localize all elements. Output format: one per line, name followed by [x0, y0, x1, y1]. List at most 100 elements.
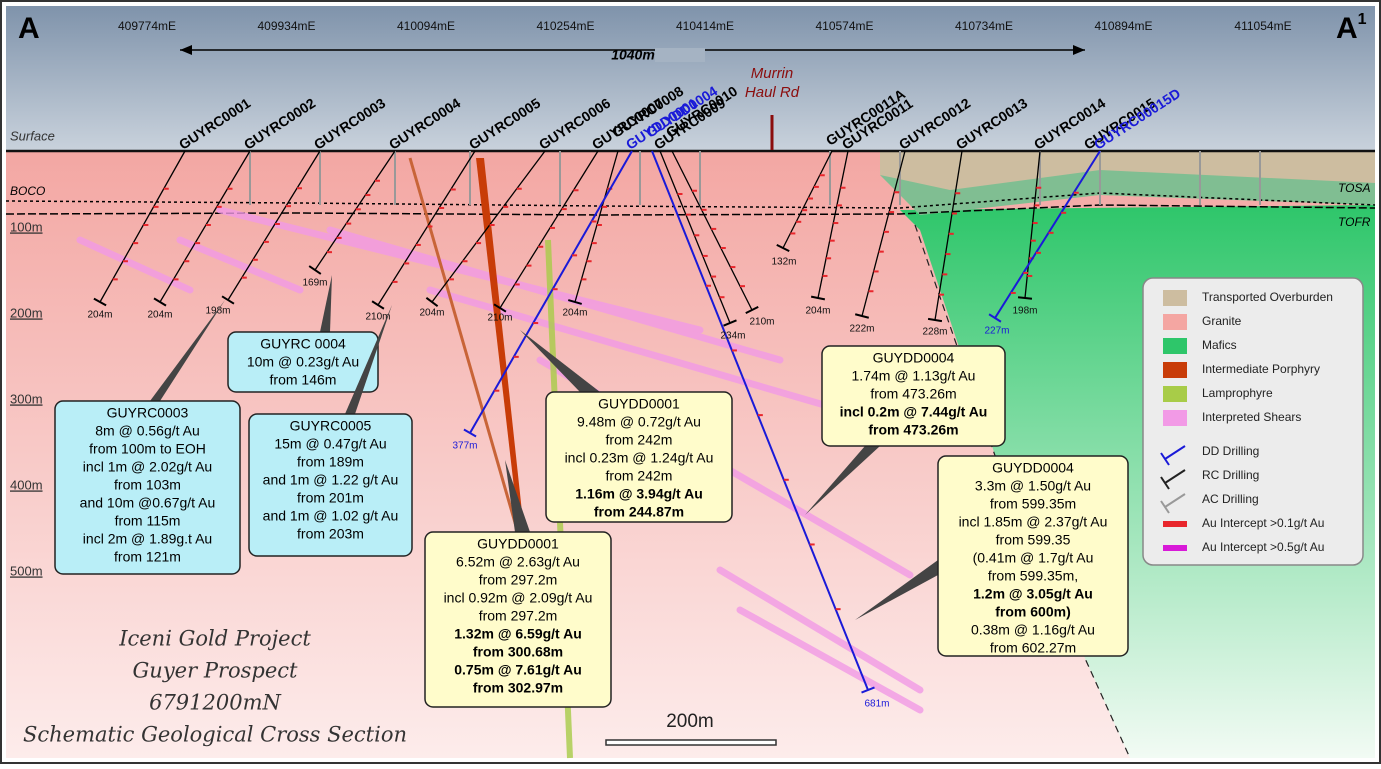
sky [6, 6, 1375, 151]
callout-box [937, 455, 1129, 657]
callout-pointer [345, 305, 392, 414]
callout-pointer [320, 275, 332, 332]
drill-hole [934, 150, 963, 321]
callout-line: 10m @ 0.23g/t Au [247, 354, 359, 370]
title-line: 6791200mN [149, 691, 281, 715]
hole-depth: 377m [452, 441, 477, 452]
hole-end [567, 299, 583, 305]
depth-label: 300m [10, 391, 43, 406]
hole-end [854, 313, 870, 319]
drill-hole [469, 150, 633, 434]
hole-depth: 210m [365, 312, 390, 323]
porphyry [408, 157, 522, 541]
callout-line: 0.75m @ 7.61g/t Au [454, 662, 582, 678]
easting-label: 410574mE [815, 19, 873, 33]
callout-line: from 473.26m [870, 386, 956, 402]
legend-label: Mafics [1202, 338, 1237, 352]
legend-line [1160, 452, 1170, 466]
callout-line: from 600m) [995, 604, 1070, 620]
hole-depth: 204m [805, 306, 830, 317]
legend-label: Au Intercept >0.1g/t Au [1202, 516, 1324, 530]
easting-label: 410734mE [955, 19, 1013, 33]
callout-line: from 146m [270, 372, 337, 388]
arrow-head [180, 45, 192, 55]
legend-label: Interpreted Shears [1202, 410, 1301, 424]
callout-line: incl 0.2m @ 7.44g/t Au [840, 404, 988, 420]
callout-line: from 244.87m [594, 504, 684, 520]
hole-end [861, 686, 875, 694]
hole-end [810, 295, 826, 301]
hole-end [1017, 296, 1033, 300]
hole-depth: 228m [922, 327, 947, 338]
drill-hole [659, 150, 731, 324]
title-line: Iceni Gold Project [118, 627, 311, 651]
tofr-line [5, 204, 1376, 216]
hole-end [493, 303, 507, 313]
callout-line: from 302.97m [473, 680, 563, 696]
legend-swatch [1163, 314, 1187, 330]
legend-line [1164, 493, 1186, 508]
hole-end [723, 319, 737, 327]
hole-end [308, 265, 322, 275]
callout-line: from 242m [606, 432, 673, 448]
easting-label: 410894mE [1094, 19, 1152, 33]
callout-line: from 297.2m [479, 572, 558, 588]
callout-line: 0.38m @ 1.16g/t Au [971, 622, 1095, 638]
callout-line: and 1m @ 1.22 g/t Au [263, 472, 399, 488]
legend-swatch [1163, 290, 1187, 306]
tosa-label: TOSA [1338, 181, 1370, 195]
callout-line: from 297.2m [479, 608, 558, 624]
legend-label: Lamprophyre [1202, 386, 1273, 400]
tofr-label: TOFR [1338, 215, 1371, 229]
drill-hole [99, 150, 186, 303]
porphyry [476, 158, 525, 540]
hole-end [153, 297, 167, 307]
drill-hole [499, 150, 599, 309]
callout-line: from 599.35m [990, 496, 1076, 512]
callout-line: 1.2m @ 3.05g/t Au [973, 586, 1093, 602]
hole-depth: 204m [419, 308, 444, 319]
depth-label: 500m [10, 563, 43, 578]
callout-box [54, 400, 241, 575]
dynamic-layer: 409774mE 409934mE 410094mE 410254mE 410414mE… [10, 19, 1364, 747]
surface-label: Surface [10, 128, 55, 143]
hole-depth: 132m [771, 257, 796, 268]
easting-label: 409934mE [257, 19, 315, 33]
callout-box [424, 531, 612, 708]
title-line: Guyer Prospect [133, 659, 299, 683]
drill-hole [994, 150, 1101, 319]
shear [176, 236, 304, 294]
callout-line: 1.16m @ 3.94g/t Au [575, 486, 703, 502]
drill-hole [159, 150, 251, 303]
drill-hole [817, 150, 849, 299]
boco-line [5, 192, 1376, 209]
callout-box [545, 391, 733, 523]
easting-label: 410254mE [536, 19, 594, 33]
road-label: Haul Rd [745, 84, 800, 101]
callout-box [227, 331, 379, 393]
callout-line: incl 0.23m @ 1.24g/t Au [565, 450, 714, 466]
hole-depth: 204m [147, 310, 172, 321]
callout-line: from 602.27m [990, 640, 1076, 656]
callout-pointer [805, 446, 880, 515]
legend-label: DD Drilling [1202, 444, 1259, 458]
legend-swatch [1163, 338, 1187, 354]
drill-hole [377, 150, 476, 306]
scale-bar-label: 200m [666, 711, 714, 732]
hole-depth: 169m [302, 278, 327, 289]
scale-bar [605, 739, 777, 746]
callout-line: incl 2m @ 1.89g.t Au [83, 531, 212, 547]
callout-line: from 103m [114, 477, 181, 493]
hole-end [745, 305, 759, 315]
hole-end [425, 297, 439, 307]
callout-box [821, 345, 1006, 447]
legend-box [1142, 277, 1364, 566]
callout-title: GUYDD0004 [992, 460, 1074, 476]
drill-hole [651, 150, 869, 691]
hole-depth: 681m [864, 699, 889, 710]
callout-line: from 599.35m, [988, 568, 1078, 584]
hole-depth: 234m [720, 331, 745, 342]
callout-title: GUYRC0003 [107, 405, 189, 421]
hole-depth: 227m [984, 326, 1009, 337]
